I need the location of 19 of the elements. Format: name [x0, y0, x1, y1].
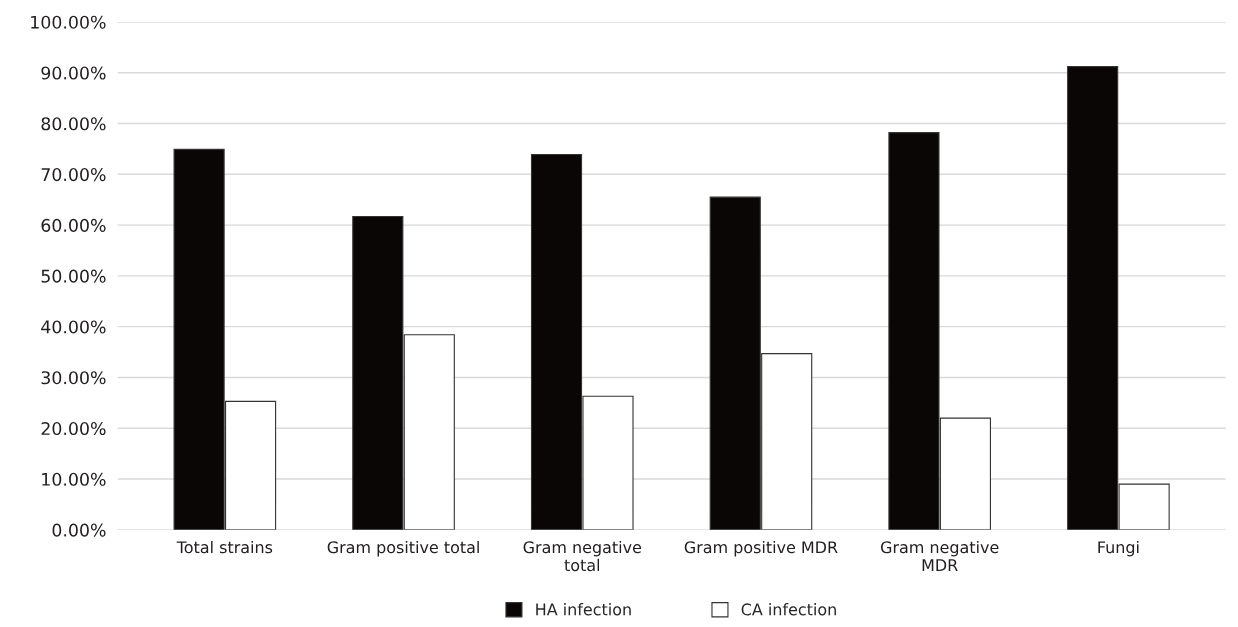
- x-tick-label: Fungi: [1098, 540, 1139, 557]
- x-tick-label: Gram negative total: [523, 540, 642, 572]
- y-tick-label: 30.00%: [41, 371, 106, 385]
- y-tick-label: 60.00%: [41, 218, 106, 232]
- x-tick-label: Gram positive MDR: [684, 540, 838, 557]
- y-tick-label: 50.00%: [41, 269, 106, 283]
- y-tick-label: 0.00%: [52, 523, 106, 537]
- y-tick-label: 70.00%: [41, 168, 106, 182]
- y-tick-label: 10.00%: [42, 472, 106, 486]
- y-tick-label: 90.00%: [41, 66, 106, 80]
- y-tick-label: 80.00%: [41, 117, 106, 131]
- legend-label: HA infection: [536, 603, 631, 616]
- x-tick-label: Gram positive total: [327, 540, 479, 557]
- x-tick-label: Total strains: [176, 540, 273, 554]
- legend-label: CA infection: [741, 603, 836, 616]
- x-tick-label: Gram negative MDR: [880, 540, 999, 571]
- y-tick-label: 100.00%: [31, 15, 106, 29]
- y-tick-label: 40.00%: [41, 320, 106, 334]
- y-tick-label: 20.00%: [41, 421, 106, 436]
